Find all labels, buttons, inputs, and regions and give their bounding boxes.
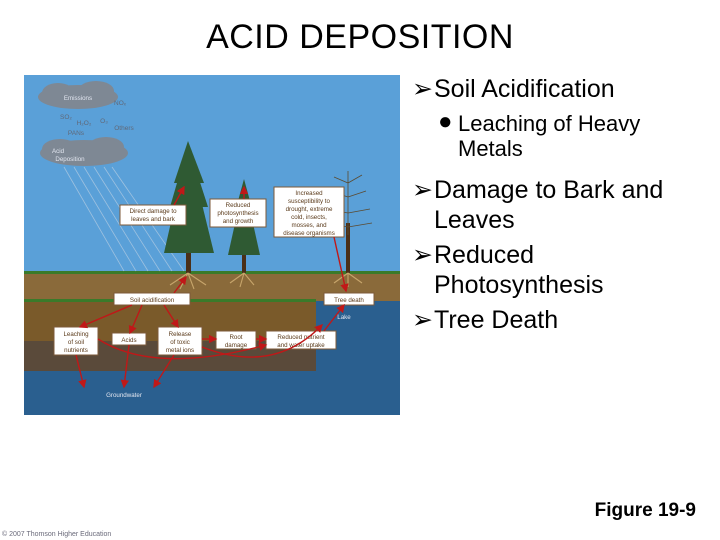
svg-text:Root: Root <box>229 334 242 341</box>
bullet-text: Leaching of Heavy Metals <box>458 111 700 163</box>
svg-text:Soil acidification: Soil acidification <box>130 297 175 304</box>
acid-deposition-diagram: Emissions Acid Deposition SO₂ NOₓ H₂O₂ O… <box>24 75 400 415</box>
svg-text:mosses, and: mosses, and <box>291 222 327 229</box>
box-reduced-photo: Reduced photosynthesis and growth <box>210 199 266 227</box>
box-release: Release of toxic metal ions <box>158 327 202 355</box>
svg-text:of toxic: of toxic <box>170 339 190 346</box>
box-acids: Acids <box>112 333 146 345</box>
svg-text:nutrients: nutrients <box>64 347 88 354</box>
box-tree-death: Tree death <box>324 293 374 305</box>
label-lake: Lake <box>337 314 351 321</box>
svg-text:Leaching: Leaching <box>63 331 89 338</box>
page-title: ACID DEPOSITION <box>0 0 720 57</box>
label-o3: O₃ <box>100 118 108 125</box>
box-soil-acid: Soil acidification <box>114 293 190 305</box>
label-pans: PANs <box>68 130 85 137</box>
box-increased-susc: Increased susceptibility to drought, ext… <box>274 187 344 237</box>
svg-text:cold, insects,: cold, insects, <box>291 214 327 221</box>
svg-text:Increased: Increased <box>295 190 323 197</box>
box-root-damage: Root damage <box>216 331 256 349</box>
label-h2o2: H₂O₂ <box>77 120 92 127</box>
svg-text:susceptibility to: susceptibility to <box>288 198 331 205</box>
bullet-tree-death: ➢ Tree Death <box>412 306 700 336</box>
svg-text:Reduced: Reduced <box>226 202 251 209</box>
bullet-damage-bark: ➢ Damage to Bark and Leaves <box>412 176 700 235</box>
bullet-soil-acidification: ➢ Soil Acidification <box>412 75 700 105</box>
svg-text:photosynthesis: photosynthesis <box>217 210 258 217</box>
chevron-bullet-icon: ➢ <box>412 176 434 206</box>
grass-top <box>24 271 400 274</box>
copyright-text: © 2007 Thomson Higher Education <box>2 531 111 538</box>
svg-text:of soil: of soil <box>68 339 84 346</box>
label-nox: NOₓ <box>114 100 127 107</box>
svg-text:Direct damage to: Direct damage to <box>129 208 177 215</box>
bullet-text: Tree Death <box>434 306 558 336</box>
bullet-text: Damage to Bark and Leaves <box>434 176 700 235</box>
svg-text:Release: Release <box>169 331 192 338</box>
svg-text:leaves and bark: leaves and bark <box>131 216 176 223</box>
label-so2: SO₂ <box>60 114 72 121</box>
svg-text:Tree death: Tree death <box>334 297 364 304</box>
chevron-bullet-icon: ➢ <box>412 75 434 105</box>
box-direct-damage: Direct damage to leaves and bark <box>120 205 186 225</box>
chevron-bullet-icon: ➢ <box>412 306 434 336</box>
content-row: Emissions Acid Deposition SO₂ NOₓ H₂O₂ O… <box>0 57 720 420</box>
disc-bullet-icon: ● <box>438 111 458 134</box>
chevron-bullet-icon: ➢ <box>412 241 434 271</box>
svg-text:Reduced nutrient: Reduced nutrient <box>277 334 324 341</box>
svg-text:disease organisms: disease organisms <box>283 230 335 237</box>
svg-text:Deposition: Deposition <box>55 156 85 163</box>
bullet-text: Soil Acidification <box>434 75 615 105</box>
label-emissions: Emissions <box>64 95 92 102</box>
bullet-text: Reduced Photosynthesis <box>434 241 700 300</box>
label-groundwater: Groundwater <box>106 392 142 399</box>
box-reduced-uptake: Reduced nutrient and water uptake <box>266 331 336 349</box>
label-others: Others <box>114 125 134 132</box>
bullet-reduced-photo: ➢ Reduced Photosynthesis <box>412 241 700 300</box>
svg-text:drought, extreme: drought, extreme <box>286 206 333 213</box>
bullet-leaching: ● Leaching of Heavy Metals <box>438 111 700 163</box>
bullet-list: ➢ Soil Acidification ● Leaching of Heavy… <box>404 75 700 420</box>
box-leaching: Leaching of soil nutrients <box>54 327 98 355</box>
svg-text:Acids: Acids <box>121 337 136 344</box>
svg-text:Acid: Acid <box>52 148 65 155</box>
figure-label: Figure 19-9 <box>595 500 696 522</box>
svg-text:metal ions: metal ions <box>166 347 194 354</box>
svg-text:damage: damage <box>225 342 248 349</box>
svg-text:and growth: and growth <box>223 218 254 225</box>
diagram-wrap: Emissions Acid Deposition SO₂ NOₓ H₂O₂ O… <box>24 75 404 420</box>
